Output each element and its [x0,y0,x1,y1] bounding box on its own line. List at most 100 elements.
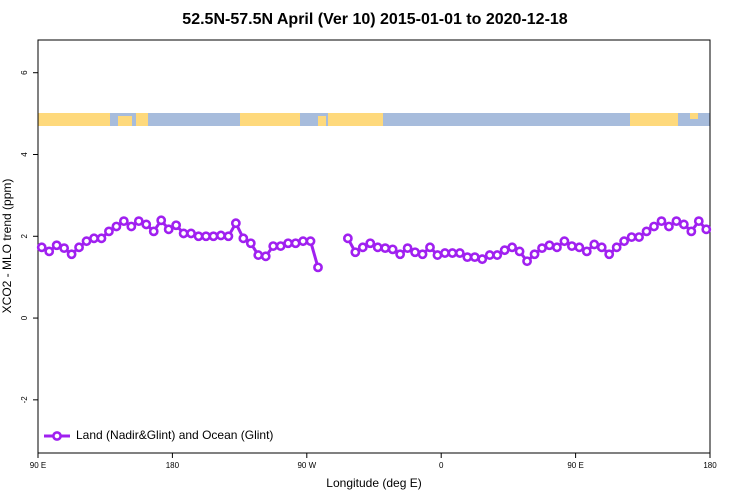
data-point [36,242,47,253]
data-point [566,241,577,251]
x-axis-label: Longitude (deg E) [326,476,421,490]
data-point [619,236,630,247]
data-point [208,231,219,242]
data-point [522,256,532,267]
x-tick-label: 180 [703,461,717,470]
data-point [283,238,294,249]
data-point [268,241,279,251]
x-tick-label: 90 E [30,461,46,470]
y-tick-label: -2 [20,396,29,404]
data-point [357,242,368,253]
data-point [462,252,473,263]
x-tick-label: 90 E [567,461,583,470]
data-point [604,249,615,260]
data-point [156,215,167,226]
y-tick-label: 2 [20,234,29,239]
data-point [245,238,256,249]
data-point [118,216,129,227]
data-point [186,228,196,239]
data-point [440,248,450,258]
data-point [589,239,600,250]
data-point [671,216,682,227]
data-point [417,249,428,260]
data-point [350,247,361,258]
data-point [81,236,92,247]
data-point [380,243,391,254]
land-ocean-strip [38,113,710,126]
data-point [656,216,667,227]
legend-marker [52,431,62,441]
data-point [230,218,241,229]
data-point [96,233,107,244]
data-point [529,249,540,260]
data-point [686,226,697,237]
data-point [634,232,644,242]
data-point [611,242,622,253]
data-point [395,249,406,260]
y-tick-label: 6 [20,70,29,75]
y-axis-label: XCO2 - MLO trend (ppm) [0,179,14,314]
data-point [649,221,659,232]
data-point [148,226,159,237]
data-point [552,242,562,253]
data-point [275,241,286,251]
data-point [104,226,114,237]
data-point [178,228,189,239]
data-point [111,221,122,232]
data-point [298,236,308,247]
data-point [223,231,234,242]
data-point [678,219,689,230]
data-point [537,243,547,254]
y-tick-label: 0 [20,315,29,320]
data-point [425,242,435,253]
data-point [66,249,77,260]
data-point [559,236,570,247]
data-point [454,248,465,258]
x-tick-label: 0 [439,461,444,470]
data-point [410,247,420,258]
data-point [305,236,316,247]
y-tick-label: 4 [20,152,29,157]
data-point [171,220,182,231]
data-point [596,242,607,253]
data-point [499,245,510,256]
data-point [365,238,376,249]
legend-label: Land (Nadir&Glint) and Ocean (Glint) [76,428,273,442]
data-point [238,233,249,244]
data-point [544,240,555,251]
data-point [89,233,99,244]
data-point [701,224,712,235]
data-point [201,231,211,242]
data-point [432,250,443,260]
data-point [387,244,398,255]
data-point [641,226,652,237]
data-point [477,254,488,265]
data-point [260,251,271,262]
data-point [290,238,301,249]
data-point [253,250,264,260]
data-point [163,224,174,235]
data-point [402,243,413,254]
data-point [216,230,226,241]
data-point [447,248,458,258]
data-point [693,216,704,227]
data-point [581,246,592,257]
x-tick-label: 90 W [297,461,316,470]
data-point [484,250,495,260]
data-point [59,243,70,254]
data-point [507,242,518,253]
data-point [133,216,144,227]
data-point [469,252,480,263]
data-point [514,246,525,257]
data-point [74,242,84,253]
data-point [51,240,62,251]
x-tick-label: 180 [166,461,180,470]
data-point [664,221,674,232]
data-point [193,231,204,242]
data-point [44,246,55,257]
data-point [626,232,637,242]
data-point [141,219,152,230]
data-point [126,221,137,232]
chart-title: 52.5N-57.5N April (Ver 10) 2015-01-01 to… [182,11,568,28]
